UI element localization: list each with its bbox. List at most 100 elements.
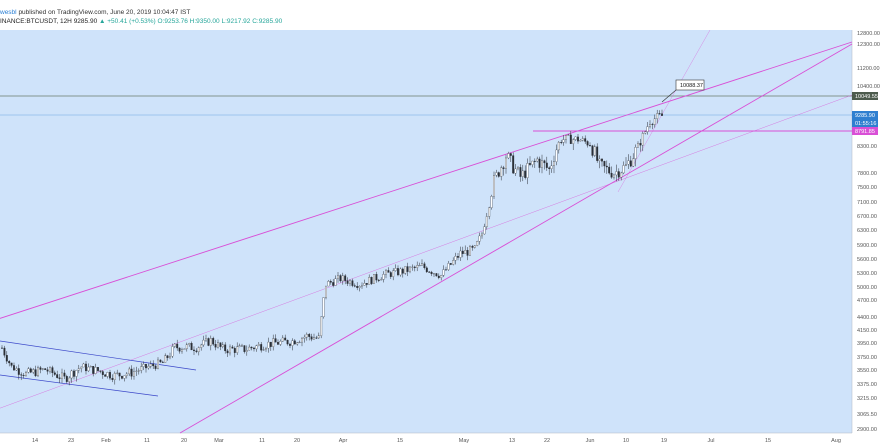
candle <box>229 346 231 354</box>
candle <box>337 275 339 279</box>
rising-trendline[interactable] <box>179 43 853 434</box>
price-tick-label: 8300.00 <box>857 144 877 150</box>
candle <box>51 367 54 373</box>
candle <box>147 366 150 369</box>
candle <box>517 167 519 170</box>
price-tick-label: 5900.00 <box>857 243 877 249</box>
candle <box>104 374 107 377</box>
publish-line: wesbl published on TradingView.com, June… <box>0 9 190 16</box>
price-tick-label: 6700.00 <box>857 214 877 220</box>
candle <box>75 370 78 377</box>
candle <box>253 347 255 350</box>
candle <box>526 163 529 178</box>
candle <box>560 142 563 143</box>
mid-trendline[interactable] <box>0 94 853 410</box>
publish-text: published on TradingView.com, June 20, 2… <box>18 9 191 16</box>
candle <box>620 172 623 178</box>
candle <box>298 341 301 343</box>
price-tick-label: 5300.00 <box>857 271 877 277</box>
candle <box>449 263 452 265</box>
candle <box>70 370 73 379</box>
candle <box>101 371 104 375</box>
candle <box>190 343 193 351</box>
price-chart[interactable]: 12800.00 12300.00 11200.00 10400.00 8300.00 7… <box>0 30 881 447</box>
candle <box>257 344 260 346</box>
candle <box>661 113 663 116</box>
candle <box>608 166 611 174</box>
candle <box>512 155 515 174</box>
candle <box>320 316 323 336</box>
candle <box>346 280 349 284</box>
candle <box>10 362 13 366</box>
candle <box>653 118 656 125</box>
candle <box>121 375 123 379</box>
time-axis[interactable] <box>0 433 852 447</box>
candle <box>639 143 642 146</box>
candle <box>164 355 167 363</box>
candle <box>34 369 37 377</box>
time-tick-label: 11 <box>259 438 265 444</box>
candle <box>548 167 551 169</box>
time-tick-label: 23 <box>68 438 74 444</box>
candle <box>565 135 567 140</box>
upper-trendline[interactable] <box>0 41 853 320</box>
candle <box>82 363 85 368</box>
candle <box>610 172 613 178</box>
candle <box>157 359 159 369</box>
author-link[interactable]: wesbl <box>0 9 17 16</box>
candle <box>411 266 414 268</box>
candle <box>99 370 102 372</box>
time-tick-label: 11 <box>144 438 150 444</box>
candle <box>485 216 488 227</box>
candle <box>49 367 51 372</box>
candle <box>269 341 272 347</box>
time-tick-label: 20 <box>181 438 187 444</box>
candle <box>245 350 248 352</box>
candle <box>500 167 503 177</box>
candle <box>3 347 6 356</box>
candle <box>586 141 589 146</box>
candle <box>89 366 92 368</box>
candle <box>243 345 246 352</box>
candle <box>389 272 392 277</box>
candle <box>111 377 114 380</box>
candle <box>557 142 560 151</box>
candle <box>15 368 18 371</box>
candle <box>133 371 135 377</box>
candle <box>613 174 615 178</box>
candle <box>219 342 222 347</box>
candle <box>135 370 138 372</box>
price-tick-label: 7500.00 <box>857 185 877 191</box>
candle <box>303 336 306 339</box>
candle <box>382 274 385 280</box>
candle <box>85 363 87 372</box>
candle <box>644 131 647 134</box>
candle <box>461 250 464 254</box>
candle <box>248 346 251 351</box>
candle <box>495 172 498 176</box>
chart-area[interactable]: 12800.00 12300.00 11200.00 10400.00 8300.00 7… <box>0 30 881 447</box>
candle <box>341 275 344 282</box>
candle <box>471 246 474 248</box>
channel-bottom-line[interactable] <box>0 374 159 397</box>
candle <box>260 344 263 351</box>
candle <box>361 285 363 287</box>
candle <box>226 350 229 354</box>
candle <box>92 366 95 374</box>
candle <box>435 273 438 277</box>
candle <box>459 250 462 258</box>
candle <box>519 167 522 177</box>
candle <box>490 196 493 208</box>
candle <box>221 344 224 347</box>
candle <box>152 363 155 367</box>
candle <box>322 297 325 318</box>
candle <box>538 158 541 168</box>
candle <box>125 373 128 376</box>
candle <box>363 283 366 286</box>
channel-top-line[interactable] <box>0 340 197 371</box>
candle <box>46 369 49 372</box>
price-annotation[interactable]: 10088.37 <box>661 79 705 103</box>
candle <box>97 367 99 371</box>
candle <box>317 335 320 339</box>
price-tick-label: 3375.00 <box>857 382 877 388</box>
